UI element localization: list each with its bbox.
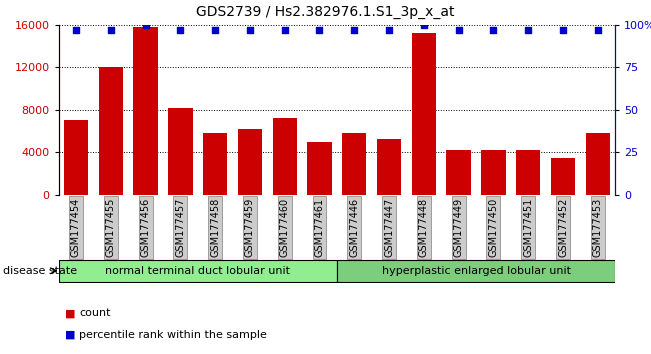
Text: GSM177460: GSM177460 xyxy=(280,198,290,257)
Point xyxy=(71,27,81,33)
Bar xyxy=(273,118,297,195)
Point xyxy=(141,22,151,28)
Bar xyxy=(342,133,367,195)
Text: ■: ■ xyxy=(65,330,76,339)
Bar xyxy=(551,158,575,195)
Text: GSM177457: GSM177457 xyxy=(175,198,186,257)
Text: GSM177461: GSM177461 xyxy=(314,198,324,257)
Point xyxy=(210,27,220,33)
Text: GSM177455: GSM177455 xyxy=(105,198,116,257)
Point xyxy=(558,27,568,33)
Bar xyxy=(64,120,88,195)
Text: disease state: disease state xyxy=(3,266,77,276)
Text: normal terminal duct lobular unit: normal terminal duct lobular unit xyxy=(105,266,290,276)
FancyBboxPatch shape xyxy=(59,260,337,282)
Text: GSM177456: GSM177456 xyxy=(141,198,150,257)
Text: GSM177448: GSM177448 xyxy=(419,198,429,257)
Text: GSM177447: GSM177447 xyxy=(384,198,394,257)
Bar xyxy=(411,33,436,195)
Point xyxy=(175,27,186,33)
Bar xyxy=(203,133,227,195)
FancyBboxPatch shape xyxy=(337,260,615,282)
Bar xyxy=(481,150,506,195)
Bar xyxy=(586,133,610,195)
Bar xyxy=(307,142,331,195)
Text: percentile rank within the sample: percentile rank within the sample xyxy=(79,330,268,339)
Point xyxy=(454,27,464,33)
Text: GSM177452: GSM177452 xyxy=(558,198,568,257)
Point xyxy=(592,27,603,33)
Bar xyxy=(377,139,401,195)
Point xyxy=(105,27,116,33)
Point xyxy=(349,27,359,33)
Text: GSM177451: GSM177451 xyxy=(523,198,533,257)
Point xyxy=(523,27,533,33)
Text: GDS2739 / Hs2.382976.1.S1_3p_x_at: GDS2739 / Hs2.382976.1.S1_3p_x_at xyxy=(196,5,455,19)
Bar xyxy=(133,27,158,195)
Text: GSM177459: GSM177459 xyxy=(245,198,255,257)
Text: GSM177453: GSM177453 xyxy=(593,198,603,257)
Point xyxy=(279,27,290,33)
Text: count: count xyxy=(79,308,111,318)
Text: ■: ■ xyxy=(65,308,76,318)
Point xyxy=(384,27,395,33)
Text: GSM177454: GSM177454 xyxy=(71,198,81,257)
Text: GSM177449: GSM177449 xyxy=(454,198,464,257)
Point xyxy=(488,27,499,33)
Text: GSM177450: GSM177450 xyxy=(488,198,499,257)
Text: hyperplastic enlarged lobular unit: hyperplastic enlarged lobular unit xyxy=(381,266,570,276)
Point xyxy=(314,27,325,33)
Text: GSM177458: GSM177458 xyxy=(210,198,220,257)
Bar xyxy=(238,129,262,195)
Point xyxy=(419,22,429,28)
Bar xyxy=(168,108,193,195)
Text: GSM177446: GSM177446 xyxy=(350,198,359,257)
Bar xyxy=(98,67,123,195)
Bar xyxy=(447,150,471,195)
Bar xyxy=(516,150,540,195)
Point xyxy=(245,27,255,33)
